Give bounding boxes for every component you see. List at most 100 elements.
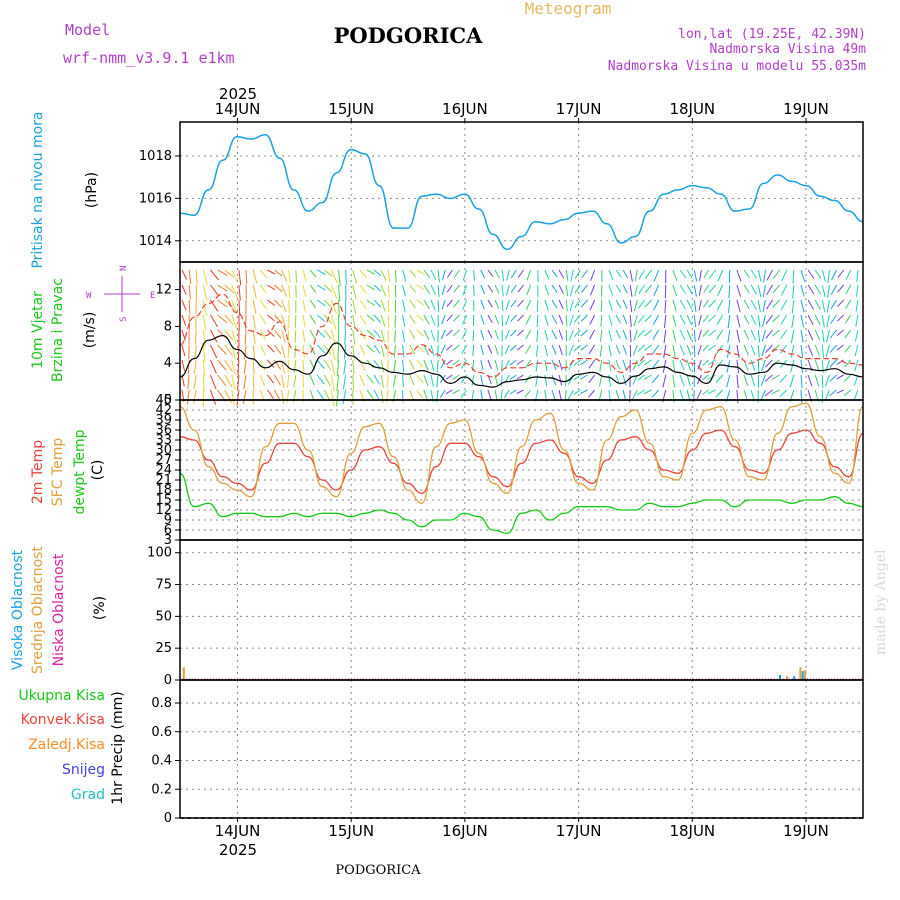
wind-arrow — [800, 284, 805, 297]
wind-arrow — [569, 299, 574, 312]
wind-arrow — [807, 344, 814, 356]
wind-arrow — [294, 329, 297, 343]
wind-arrow — [238, 284, 241, 301]
wind-arrow — [195, 314, 197, 330]
wind-arrow — [800, 314, 805, 328]
wind-arrow — [761, 329, 766, 342]
wind-arrow — [452, 329, 460, 337]
wind-arrow — [629, 284, 633, 297]
wind-arrow — [366, 299, 375, 306]
wind-arrow — [821, 284, 826, 298]
wind-arrow — [394, 269, 397, 283]
wind-arrow — [750, 344, 756, 356]
wind-arrow — [836, 314, 845, 322]
wind-arrow — [757, 329, 761, 343]
wind-arrow — [342, 389, 347, 405]
wind-arrow — [762, 299, 766, 312]
wind-arrow — [302, 359, 305, 373]
wind-arrow — [728, 299, 731, 314]
wind-arrow — [238, 269, 242, 286]
wind-arrow — [394, 329, 396, 343]
wind-arrow — [302, 269, 307, 282]
wind-arrow — [462, 269, 468, 281]
wind-arrow — [217, 299, 228, 308]
cloud-unit: (%) — [92, 596, 108, 620]
wind-arrow — [380, 269, 387, 281]
wind-arrow — [517, 329, 524, 336]
wind-arrow — [309, 269, 317, 278]
wind-arrow — [608, 344, 612, 357]
wind-arrow — [672, 284, 678, 297]
wind-arrow — [580, 374, 588, 380]
wind-arrow — [825, 374, 830, 387]
wind-arrow — [696, 389, 702, 400]
wind-arrow — [728, 284, 731, 299]
wind-arrow — [423, 374, 429, 387]
wind-arrow — [791, 314, 795, 329]
wind-arrow — [622, 314, 628, 325]
wind-arrow — [708, 269, 716, 279]
wind-arrow — [344, 314, 347, 330]
wind-arrow — [615, 344, 621, 355]
wind-arrow — [821, 314, 825, 328]
wind-arrow — [636, 389, 645, 396]
wind-arrow — [352, 269, 357, 284]
wind-arrow — [460, 374, 468, 384]
wind-arrow — [693, 269, 698, 282]
wind-arrow — [580, 329, 588, 337]
date-label: 14JUN — [215, 100, 261, 118]
compass-rose: W E N S — [86, 266, 155, 322]
wind-arrow — [380, 374, 384, 388]
wind-arrow — [387, 269, 391, 283]
wind-arrow — [473, 269, 475, 281]
wind-arrow — [845, 284, 852, 295]
cloud-label-mid: Srednja Oblacnost — [30, 546, 46, 674]
wind-arrow — [440, 344, 446, 354]
wind-arrow — [615, 359, 621, 370]
wind-arrow — [569, 284, 574, 297]
temp-tick-label: 6 — [164, 523, 172, 538]
wind-arrow — [380, 389, 384, 403]
wind-arrow — [826, 329, 830, 343]
wind-arrow — [580, 389, 588, 395]
wind-arrow — [293, 359, 297, 373]
wind-arrow — [765, 359, 773, 368]
wind-arrow — [807, 314, 814, 326]
model-label: Model — [65, 21, 110, 39]
wind-arrow — [402, 269, 407, 282]
wind-arrow — [698, 284, 702, 296]
wind-arrow — [565, 314, 568, 327]
wind-arrow — [281, 389, 285, 404]
wind-arrow — [224, 314, 234, 325]
wind-arrow — [574, 269, 581, 279]
wind-arrow — [338, 269, 341, 287]
wind-arrow — [510, 314, 517, 322]
wind-arrow — [634, 284, 638, 297]
wind-arrow — [525, 314, 532, 325]
wind-arrow — [259, 344, 266, 356]
wind-arrow — [274, 389, 281, 401]
wind-arrow — [409, 359, 415, 370]
wind-arrow — [800, 299, 805, 313]
wind-arrow — [259, 314, 267, 325]
wind-arrow — [736, 284, 742, 297]
wind-arrow — [437, 344, 439, 358]
wind-arrow — [210, 299, 219, 312]
wind-arrow — [664, 314, 667, 329]
wind-arrow — [224, 269, 235, 278]
wind-arrow — [293, 374, 297, 388]
wind-arrow — [672, 359, 676, 373]
wind-arrow — [231, 314, 237, 329]
wind-arrow — [352, 374, 355, 390]
wind-arrow — [736, 299, 741, 313]
wind-arrow — [330, 284, 338, 299]
wind-arrow — [558, 314, 564, 325]
wind-arrow — [380, 359, 385, 373]
wind-arrow — [281, 269, 288, 282]
wind-arrow — [750, 359, 756, 371]
wind-arrow — [771, 359, 780, 366]
wind-arrow — [790, 359, 795, 373]
wind-arrow — [558, 299, 564, 310]
wind-arrow — [792, 269, 795, 284]
chart-panels: 1014101610180481236912151821242730333639… — [139, 121, 864, 826]
